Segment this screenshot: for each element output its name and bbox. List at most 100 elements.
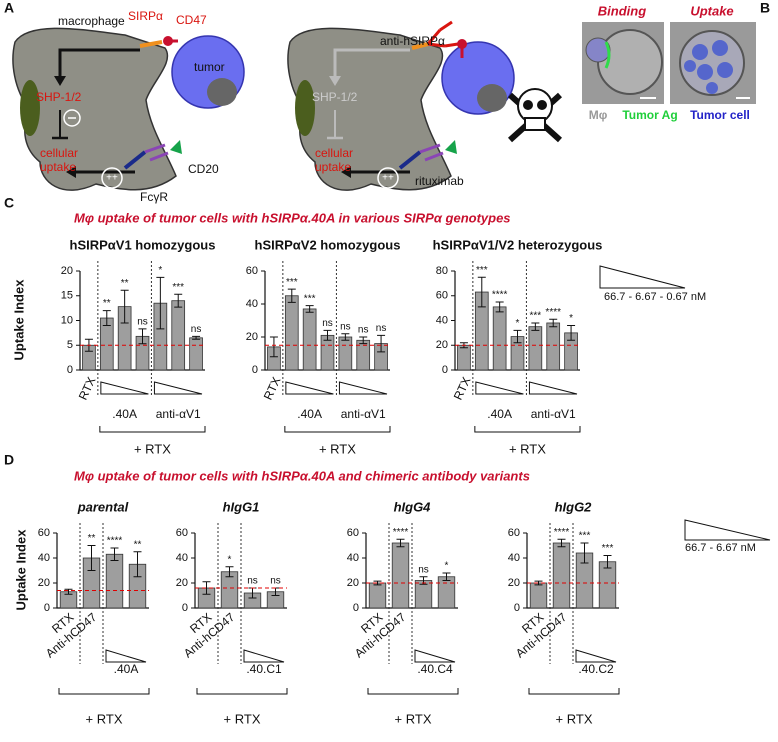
label: uptake (40, 160, 76, 174)
bracket (367, 688, 459, 695)
diagram-left: ++ macrophage SIRPα CD47 SHP-1/2 tumor c… (12, 9, 245, 204)
y-tick-label: 15 (61, 290, 73, 302)
significance-label: ns (358, 325, 369, 336)
section-title: Mφ uptake of tumor cells with hSIRPα.40A… (74, 468, 530, 483)
y-tick-label: 80 (436, 265, 448, 277)
error-bar (269, 336, 278, 358)
error-bar (495, 301, 504, 313)
y-tick-label: 60 (38, 527, 50, 539)
significance-label: *** (530, 311, 542, 322)
y-tick-label: 10 (61, 314, 73, 326)
bar (171, 300, 186, 371)
bracket (58, 688, 150, 695)
significance-label: * (516, 318, 520, 329)
y-tick-label: 40 (436, 314, 448, 326)
y-tick-label: 40 (38, 552, 50, 564)
x-tick-label: RTX (76, 375, 99, 402)
group-label: .40A (112, 407, 137, 421)
positive-sign: ++ (106, 173, 118, 184)
bar (552, 542, 571, 609)
panel-label: A (4, 0, 14, 16)
concentration-wedge (575, 649, 617, 663)
bar (457, 344, 471, 371)
bracket-label: + RTX (395, 711, 432, 726)
error-bar (192, 335, 201, 340)
error-bar (477, 276, 486, 308)
error-bar (580, 542, 589, 564)
image-title: Binding (598, 3, 646, 18)
error-bar (557, 538, 566, 548)
group-label: .40A (297, 407, 322, 421)
group-label: .40A (487, 407, 512, 421)
skull-icon (507, 88, 563, 143)
bar (391, 542, 410, 609)
error-bar (341, 333, 350, 341)
significance-label: *** (172, 282, 184, 293)
bar (189, 337, 203, 371)
bar (284, 295, 299, 371)
micrograph-uptake (670, 22, 756, 104)
label: uptake (315, 160, 351, 174)
panel-label: C (4, 195, 14, 211)
error-bar (359, 336, 368, 345)
micrograph-binding (582, 22, 664, 104)
label: cellular (315, 146, 353, 160)
significance-label: *** (476, 265, 488, 276)
label: SHP-1/2 (36, 90, 82, 104)
error-bar (377, 334, 386, 353)
error-bar (64, 588, 73, 595)
bracket (99, 426, 206, 433)
bracket-label: + RTX (134, 441, 171, 456)
label: SIRPα (128, 9, 163, 23)
bar (529, 582, 548, 609)
label: macrophage (58, 14, 125, 28)
chart-title: hSIRPαV1/V2 heterozygous (433, 237, 603, 252)
bracket (528, 688, 620, 695)
chart-title: hIgG1 (223, 499, 260, 514)
error-bar (305, 305, 314, 313)
significance-label: **** (545, 307, 561, 318)
label: rituximab (415, 174, 464, 188)
bar (302, 308, 317, 371)
concentration-wedge (414, 649, 456, 663)
significance-label: ns (247, 576, 258, 587)
significance-label: ns (270, 576, 281, 587)
legend-label: Mφ (589, 108, 608, 122)
significance-label: **** (393, 527, 409, 538)
bracket-label: + RTX (509, 441, 546, 456)
label: CD47 (176, 13, 207, 27)
bracket (196, 688, 288, 695)
bar (528, 326, 543, 371)
label: cellular (40, 146, 78, 160)
y-tick-label: 20 (38, 577, 50, 589)
label: SHP-1/2 (312, 90, 358, 104)
significance-label: * (158, 265, 162, 276)
y-tick-label: 0 (252, 364, 258, 376)
error-bar (287, 288, 296, 303)
error-bar (373, 580, 382, 586)
significance-label: **** (492, 290, 508, 301)
significance-label: * (228, 554, 232, 565)
error-bar (567, 324, 576, 341)
y-tick-label: 20 (436, 339, 448, 351)
error-bar (323, 329, 332, 341)
concentration-wedge (684, 519, 771, 541)
significance-label: ns (418, 564, 429, 575)
significance-label: ** (103, 298, 111, 309)
y-tick-label: 40 (347, 552, 359, 564)
y-tick-label: 60 (436, 290, 448, 302)
group-label: .40.C4 (417, 662, 453, 676)
label: CD20 (188, 162, 219, 176)
significance-label: *** (579, 531, 591, 542)
bar (338, 336, 353, 371)
y-tick-label: 40 (176, 552, 188, 564)
y-tick-label: 20 (61, 265, 73, 277)
error-bar (87, 545, 96, 571)
y-axis-label: Uptake Index (13, 529, 28, 611)
concentration-wedge (528, 381, 578, 395)
concentration-wedge (475, 381, 524, 395)
significance-label: ns (340, 321, 351, 332)
significance-label: ns (191, 324, 202, 335)
x-tick-label: RTX (451, 375, 474, 402)
error-bar (442, 572, 451, 581)
